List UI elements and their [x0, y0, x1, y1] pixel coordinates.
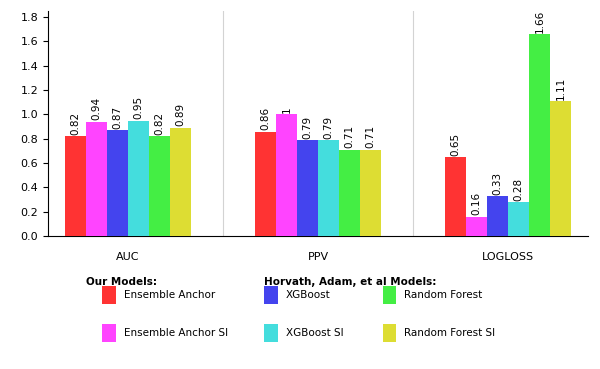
Text: 0.95: 0.95: [133, 96, 143, 119]
Text: 1.66: 1.66: [535, 10, 545, 33]
Text: XGBoost SI: XGBoost SI: [286, 328, 343, 338]
Text: 1.11: 1.11: [556, 76, 565, 100]
Text: 0.82: 0.82: [71, 112, 80, 135]
Bar: [318, 140, 339, 236]
Text: PPV: PPV: [307, 252, 329, 262]
Bar: [107, 130, 128, 236]
Bar: [255, 131, 276, 236]
Bar: [264, 324, 277, 342]
Bar: [170, 128, 191, 236]
Bar: [297, 140, 318, 236]
Text: 0.71: 0.71: [344, 125, 355, 148]
Text: 0.79: 0.79: [302, 115, 313, 139]
Text: 0.33: 0.33: [493, 172, 503, 194]
Text: 0.87: 0.87: [112, 106, 122, 129]
Text: Our Models:: Our Models:: [86, 277, 157, 287]
Text: Ensemble Anchor: Ensemble Anchor: [124, 290, 215, 300]
Text: Horvath, Adam, et al Models:: Horvath, Adam, et al Models:: [264, 277, 436, 287]
Bar: [128, 121, 149, 236]
Text: XGBoost: XGBoost: [286, 290, 331, 300]
Bar: [487, 196, 508, 236]
Text: 0.94: 0.94: [91, 97, 101, 120]
Text: Ensemble Anchor SI: Ensemble Anchor SI: [124, 328, 228, 338]
Text: 0.16: 0.16: [472, 192, 482, 215]
Bar: [276, 114, 297, 236]
Bar: [508, 202, 529, 236]
Bar: [86, 122, 107, 236]
Bar: [339, 150, 360, 236]
Bar: [529, 34, 550, 236]
Text: Random Forest: Random Forest: [404, 290, 482, 300]
Text: 0.82: 0.82: [154, 112, 164, 135]
Bar: [466, 217, 487, 236]
Text: 0.79: 0.79: [323, 115, 334, 139]
Bar: [383, 286, 397, 304]
Bar: [149, 137, 170, 236]
Text: AUC: AUC: [116, 252, 140, 262]
Bar: [102, 286, 115, 304]
Bar: [102, 324, 115, 342]
Text: 0.71: 0.71: [365, 125, 375, 148]
Bar: [445, 157, 466, 236]
Text: LOGLOSS: LOGLOSS: [482, 252, 534, 262]
Bar: [65, 137, 86, 236]
Bar: [550, 101, 571, 236]
Text: 0.65: 0.65: [451, 132, 461, 156]
Text: 0.89: 0.89: [175, 103, 185, 127]
Text: 0.86: 0.86: [261, 107, 271, 130]
Bar: [264, 286, 277, 304]
Text: 0.28: 0.28: [514, 177, 524, 201]
Text: Random Forest SI: Random Forest SI: [404, 328, 496, 338]
Bar: [360, 150, 381, 236]
Text: 1: 1: [281, 106, 292, 113]
Bar: [383, 324, 397, 342]
